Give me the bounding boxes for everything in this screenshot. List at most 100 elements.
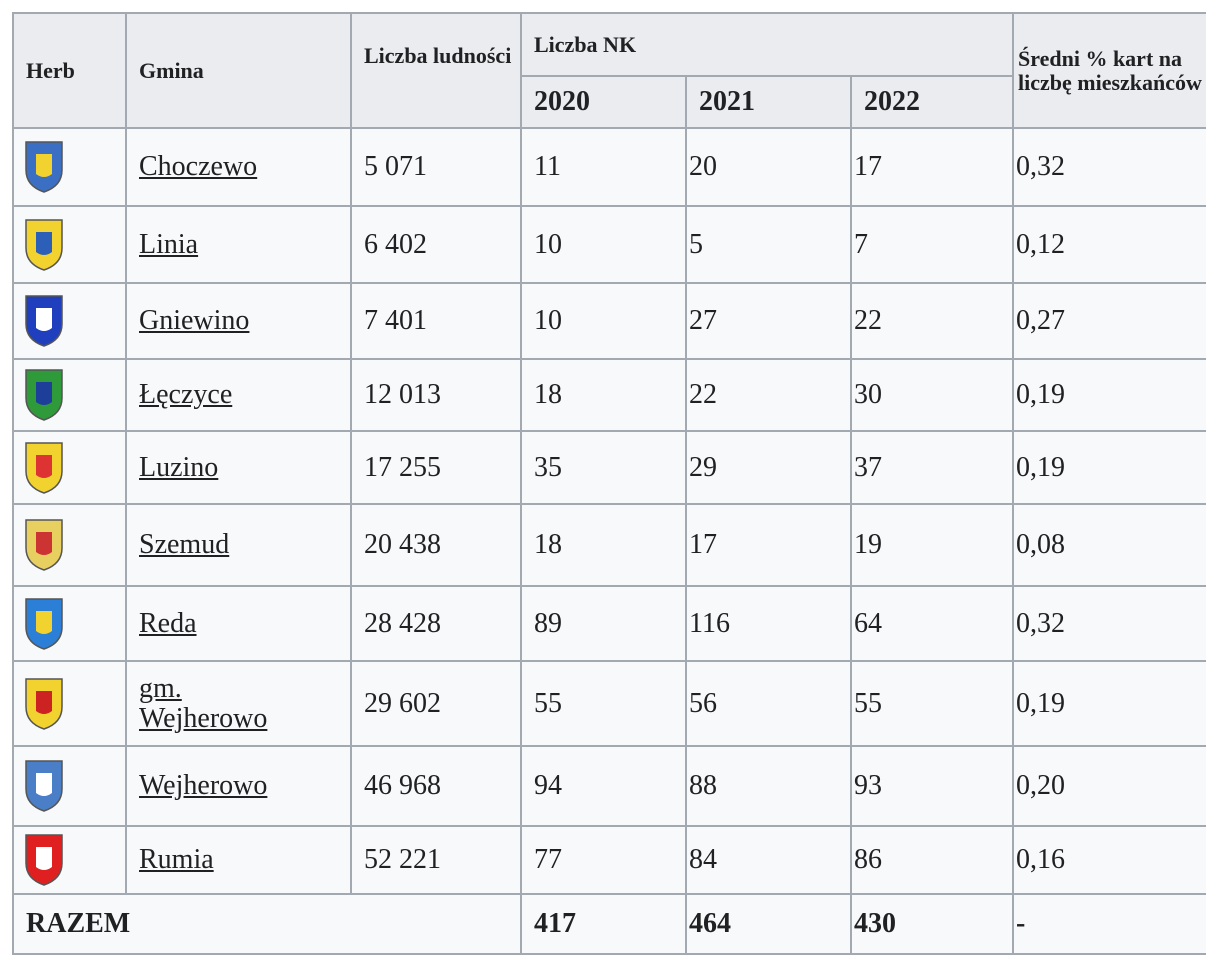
- table-body: Choczewo 5 071 11 20 17 0,32 Linia 6 402 10 5 7 0,1…: [12, 127, 1206, 955]
- coat-of-arms: [25, 218, 63, 271]
- table-cell: 18: [520, 503, 687, 587]
- table-cell: 10: [520, 282, 687, 360]
- table-cell: 35: [520, 430, 687, 505]
- gmina-link[interactable]: Gniewino: [139, 305, 250, 336]
- gmina-link[interactable]: gm. Wejherowo: [139, 672, 268, 734]
- header-cell: Herb: [12, 12, 127, 129]
- table-cell: Wejherowo: [125, 745, 352, 827]
- table-cell: 46 968: [350, 745, 522, 827]
- table-cell: 0,19: [1012, 660, 1206, 747]
- table-cell: Reda: [125, 585, 352, 662]
- table-cell: 6 402: [350, 205, 522, 284]
- table-row: Reda 28 428 89 116 64 0,32: [12, 585, 1206, 662]
- table-cell: Łęczyce: [125, 358, 352, 432]
- table-cell: 18: [520, 358, 687, 432]
- coat-of-arms: [25, 760, 63, 812]
- table-cell: 0,27: [1012, 282, 1206, 360]
- table-cell: 0,32: [1012, 585, 1206, 662]
- table-row: Gniewino 7 401 10 27 22 0,27: [12, 282, 1206, 360]
- header-cell: Gmina: [125, 12, 352, 129]
- table-cell: 10: [520, 205, 687, 284]
- table-cell: 5: [685, 205, 852, 284]
- coat-of-arms: [25, 441, 63, 494]
- year-header: 2021: [685, 75, 852, 129]
- table-cell: 37: [850, 430, 1014, 505]
- coat-of-arms: [25, 369, 63, 421]
- table-cell: 29 602: [350, 660, 522, 747]
- table-cell: Linia: [125, 205, 352, 284]
- table-cell: 64: [850, 585, 1014, 662]
- table-cell: 52 221: [350, 825, 522, 895]
- total-cell: 430: [850, 893, 1014, 955]
- table-cell: 20: [685, 127, 852, 207]
- table-cell: 0,19: [1012, 358, 1206, 432]
- herb-cell: [12, 282, 127, 360]
- data-table: Herb Gmina Liczba ludności Liczba NK Śre…: [12, 12, 1206, 955]
- table-cell: 12 013: [350, 358, 522, 432]
- table-cell: 0,32: [1012, 127, 1206, 207]
- coat-of-arms: [25, 597, 63, 650]
- total-label: RAZEM: [12, 893, 522, 955]
- table-cell: 77: [520, 825, 687, 895]
- gmina-link[interactable]: Wejherowo: [139, 770, 268, 801]
- table-cell: 17: [850, 127, 1014, 207]
- table-cell: 0,12: [1012, 205, 1206, 284]
- table-cell: Choczewo: [125, 127, 352, 207]
- table-cell: 0,20: [1012, 745, 1206, 827]
- table-cell: 0,19: [1012, 430, 1206, 505]
- table-cell: 22: [685, 358, 852, 432]
- herb-cell: [12, 585, 127, 662]
- gmina-link[interactable]: Linia: [139, 228, 199, 260]
- herb-cell: [12, 503, 127, 587]
- table-cell: 89: [520, 585, 687, 662]
- table-row: Linia 6 402 10 5 7 0,12: [12, 205, 1206, 284]
- herb-cell: [12, 430, 127, 505]
- table-cell: 93: [850, 745, 1014, 827]
- gmina-link[interactable]: Łęczyce: [139, 379, 233, 410]
- gmina-link[interactable]: Szemud: [139, 529, 230, 560]
- herb-cell: [12, 358, 127, 432]
- table-cell: Rumia: [125, 825, 352, 895]
- table-row: Luzino 17 255 35 29 37 0,19: [12, 430, 1206, 505]
- table-cell: gm. Wejherowo: [125, 660, 352, 747]
- year-header: 2022: [850, 75, 1014, 129]
- table-cell: 19: [850, 503, 1014, 587]
- herb-cell: [12, 825, 127, 895]
- gmina-link[interactable]: Luzino: [139, 451, 219, 483]
- header-cell: Liczba ludności: [350, 12, 522, 129]
- table-row: Choczewo 5 071 11 20 17 0,32: [12, 127, 1206, 207]
- table-cell: 84: [685, 825, 852, 895]
- table-row: Łęczyce 12 013 18 22 30 0,19: [12, 358, 1206, 432]
- table-cell: 94: [520, 745, 687, 827]
- table-cell: 30: [850, 358, 1014, 432]
- table-cell: 116: [685, 585, 852, 662]
- table-cell: 56: [685, 660, 852, 747]
- total-row: RAZEM 417 464 430-: [12, 893, 1206, 955]
- table-cell: 86: [850, 825, 1014, 895]
- herb-cell: [12, 660, 127, 747]
- table-cell: Luzino: [125, 430, 352, 505]
- table-cell: 29: [685, 430, 852, 505]
- table-row: gm. Wejherowo 29 602 55 56 55 0,19: [12, 660, 1206, 747]
- year-header: 2020: [520, 75, 687, 129]
- gmina-link[interactable]: Choczewo: [139, 151, 258, 182]
- table-row: Rumia 52 221 77 84 86 0,16: [12, 825, 1206, 895]
- table-cell: 27: [685, 282, 852, 360]
- table-cell: 5 071: [350, 127, 522, 207]
- table-cell: 22: [850, 282, 1014, 360]
- table-cell: 0,08: [1012, 503, 1206, 587]
- gmina-link[interactable]: Rumia: [139, 844, 214, 875]
- coat-of-arms: [25, 677, 63, 730]
- table-cell: 0,16: [1012, 825, 1206, 895]
- table-cell: 55: [850, 660, 1014, 747]
- table-cell: Gniewino: [125, 282, 352, 360]
- coat-of-arms: [25, 519, 63, 571]
- header-cell: Liczba NK: [520, 12, 1014, 77]
- table-cell: 7: [850, 205, 1014, 284]
- herb-cell: [12, 205, 127, 284]
- coat-of-arms: [25, 295, 63, 347]
- gmina-link[interactable]: Reda: [139, 607, 197, 639]
- header-cell: Średni % kart na liczbę mieszkańców: [1012, 12, 1206, 129]
- table-cell: 88: [685, 745, 852, 827]
